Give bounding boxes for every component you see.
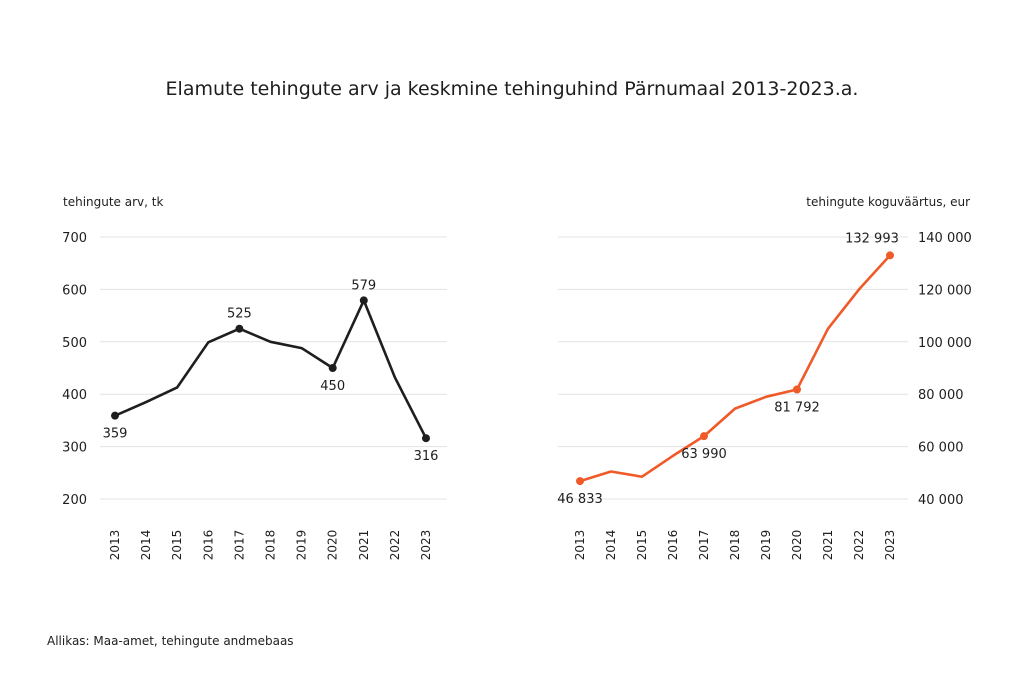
x-tick-label: 2015 xyxy=(635,530,649,561)
x-tick-label: 2016 xyxy=(666,530,680,561)
left-chart: tehingute arv, tk 200 300 400 500 600 700 2013 2… xyxy=(62,195,447,560)
data-label: 316 xyxy=(414,449,439,464)
chart-title: Elamute tehingute arv ja keskmine tehing… xyxy=(166,78,859,100)
data-label: 450 xyxy=(320,379,345,394)
y-tick-label: 120 000 xyxy=(918,283,972,298)
series-line xyxy=(113,299,428,440)
y-tick-label: 400 xyxy=(62,388,87,403)
x-tick-label: 2014 xyxy=(604,530,618,561)
x-tick-label: 2015 xyxy=(170,530,184,561)
x-tick-label: 2014 xyxy=(139,530,153,561)
y-tick-label: 80 000 xyxy=(918,388,964,403)
data-point xyxy=(111,411,119,420)
data-point xyxy=(328,364,337,372)
x-tick-label: 2017 xyxy=(232,530,246,561)
y-tick-label: 40 000 xyxy=(918,493,964,508)
data-point xyxy=(235,324,244,333)
data-label: 579 xyxy=(351,278,376,293)
x-tick-label: 2020 xyxy=(790,530,804,561)
x-tick-label: 2020 xyxy=(326,530,340,561)
data-point xyxy=(576,477,584,486)
x-tick-label: 2021 xyxy=(357,530,371,561)
data-point xyxy=(793,385,801,394)
y-tick-label: 100 000 xyxy=(918,336,972,351)
y-tick-label: 700 xyxy=(62,231,87,246)
right-chart: tehingute koguväärtus, eur 40 000 60 000 80… xyxy=(557,195,972,560)
data-point xyxy=(359,296,368,305)
x-tick-label: 2023 xyxy=(419,530,433,561)
series-line xyxy=(578,254,892,483)
y-tick-label: 300 xyxy=(62,441,87,456)
x-tick-label: 2022 xyxy=(388,530,402,561)
data-label: 81 792 xyxy=(774,401,820,416)
y-axis-title: tehingute arv, tk xyxy=(63,195,163,209)
y-axis-title: tehingute koguväärtus, eur xyxy=(806,195,970,209)
x-tick-label: 2018 xyxy=(264,530,278,561)
x-tick-label: 2019 xyxy=(759,530,773,561)
data-label: 132 993 xyxy=(845,231,899,246)
y-tick-label: 500 xyxy=(62,336,87,351)
y-tick-label: 140 000 xyxy=(918,231,972,246)
x-tick-label: 2017 xyxy=(697,530,711,561)
data-label: 359 xyxy=(103,427,128,442)
x-tick-label: 2022 xyxy=(852,530,866,561)
x-tick-label: 2018 xyxy=(728,530,742,561)
x-tick-label: 2019 xyxy=(295,530,309,561)
y-tick-label: 60 000 xyxy=(918,441,964,456)
x-tick-label: 2021 xyxy=(821,530,835,561)
x-tick-label: 2016 xyxy=(201,530,215,561)
y-tick-label: 600 xyxy=(62,283,87,298)
data-point xyxy=(422,434,430,443)
data-label: 63 990 xyxy=(681,447,727,462)
data-label: 525 xyxy=(227,307,252,322)
x-tick-label: 2023 xyxy=(883,530,897,561)
y-tick-label: 200 xyxy=(62,493,87,508)
data-label: 46 833 xyxy=(557,492,603,507)
x-tick-label: 2013 xyxy=(108,530,122,561)
data-point xyxy=(700,432,708,441)
data-point xyxy=(886,251,894,260)
x-tick-label: 2013 xyxy=(573,530,587,561)
source-note: Allikas: Maa-amet, tehingute andmebaas xyxy=(47,634,294,648)
